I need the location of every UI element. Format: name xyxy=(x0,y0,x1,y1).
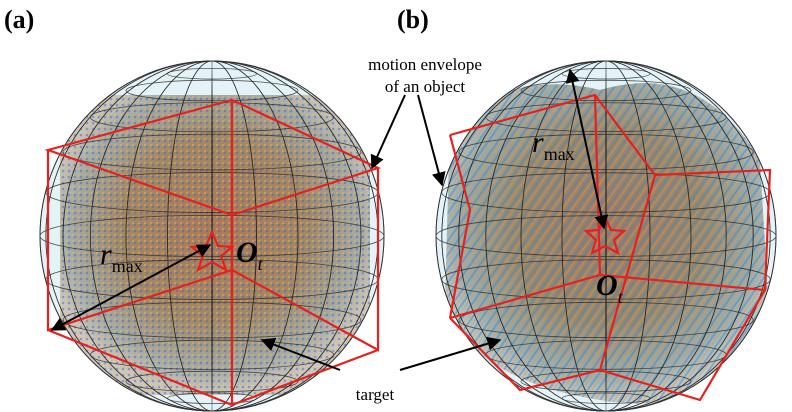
symbol: r xyxy=(532,126,544,159)
symbol: O xyxy=(236,236,258,269)
figure: (a) (b) motion envelope of an object tar… xyxy=(0,0,792,412)
annotation: target xyxy=(356,385,395,404)
subscript: max xyxy=(112,256,143,276)
symbol: r xyxy=(100,238,112,271)
annotation: motion envelope xyxy=(368,55,482,74)
subscript: max xyxy=(544,144,575,164)
panel-label: (a) xyxy=(4,5,34,34)
panel-label: (b) xyxy=(397,5,429,34)
symbol: O xyxy=(596,269,618,302)
sphere-a xyxy=(40,61,384,411)
annotation: of an object xyxy=(385,77,466,96)
